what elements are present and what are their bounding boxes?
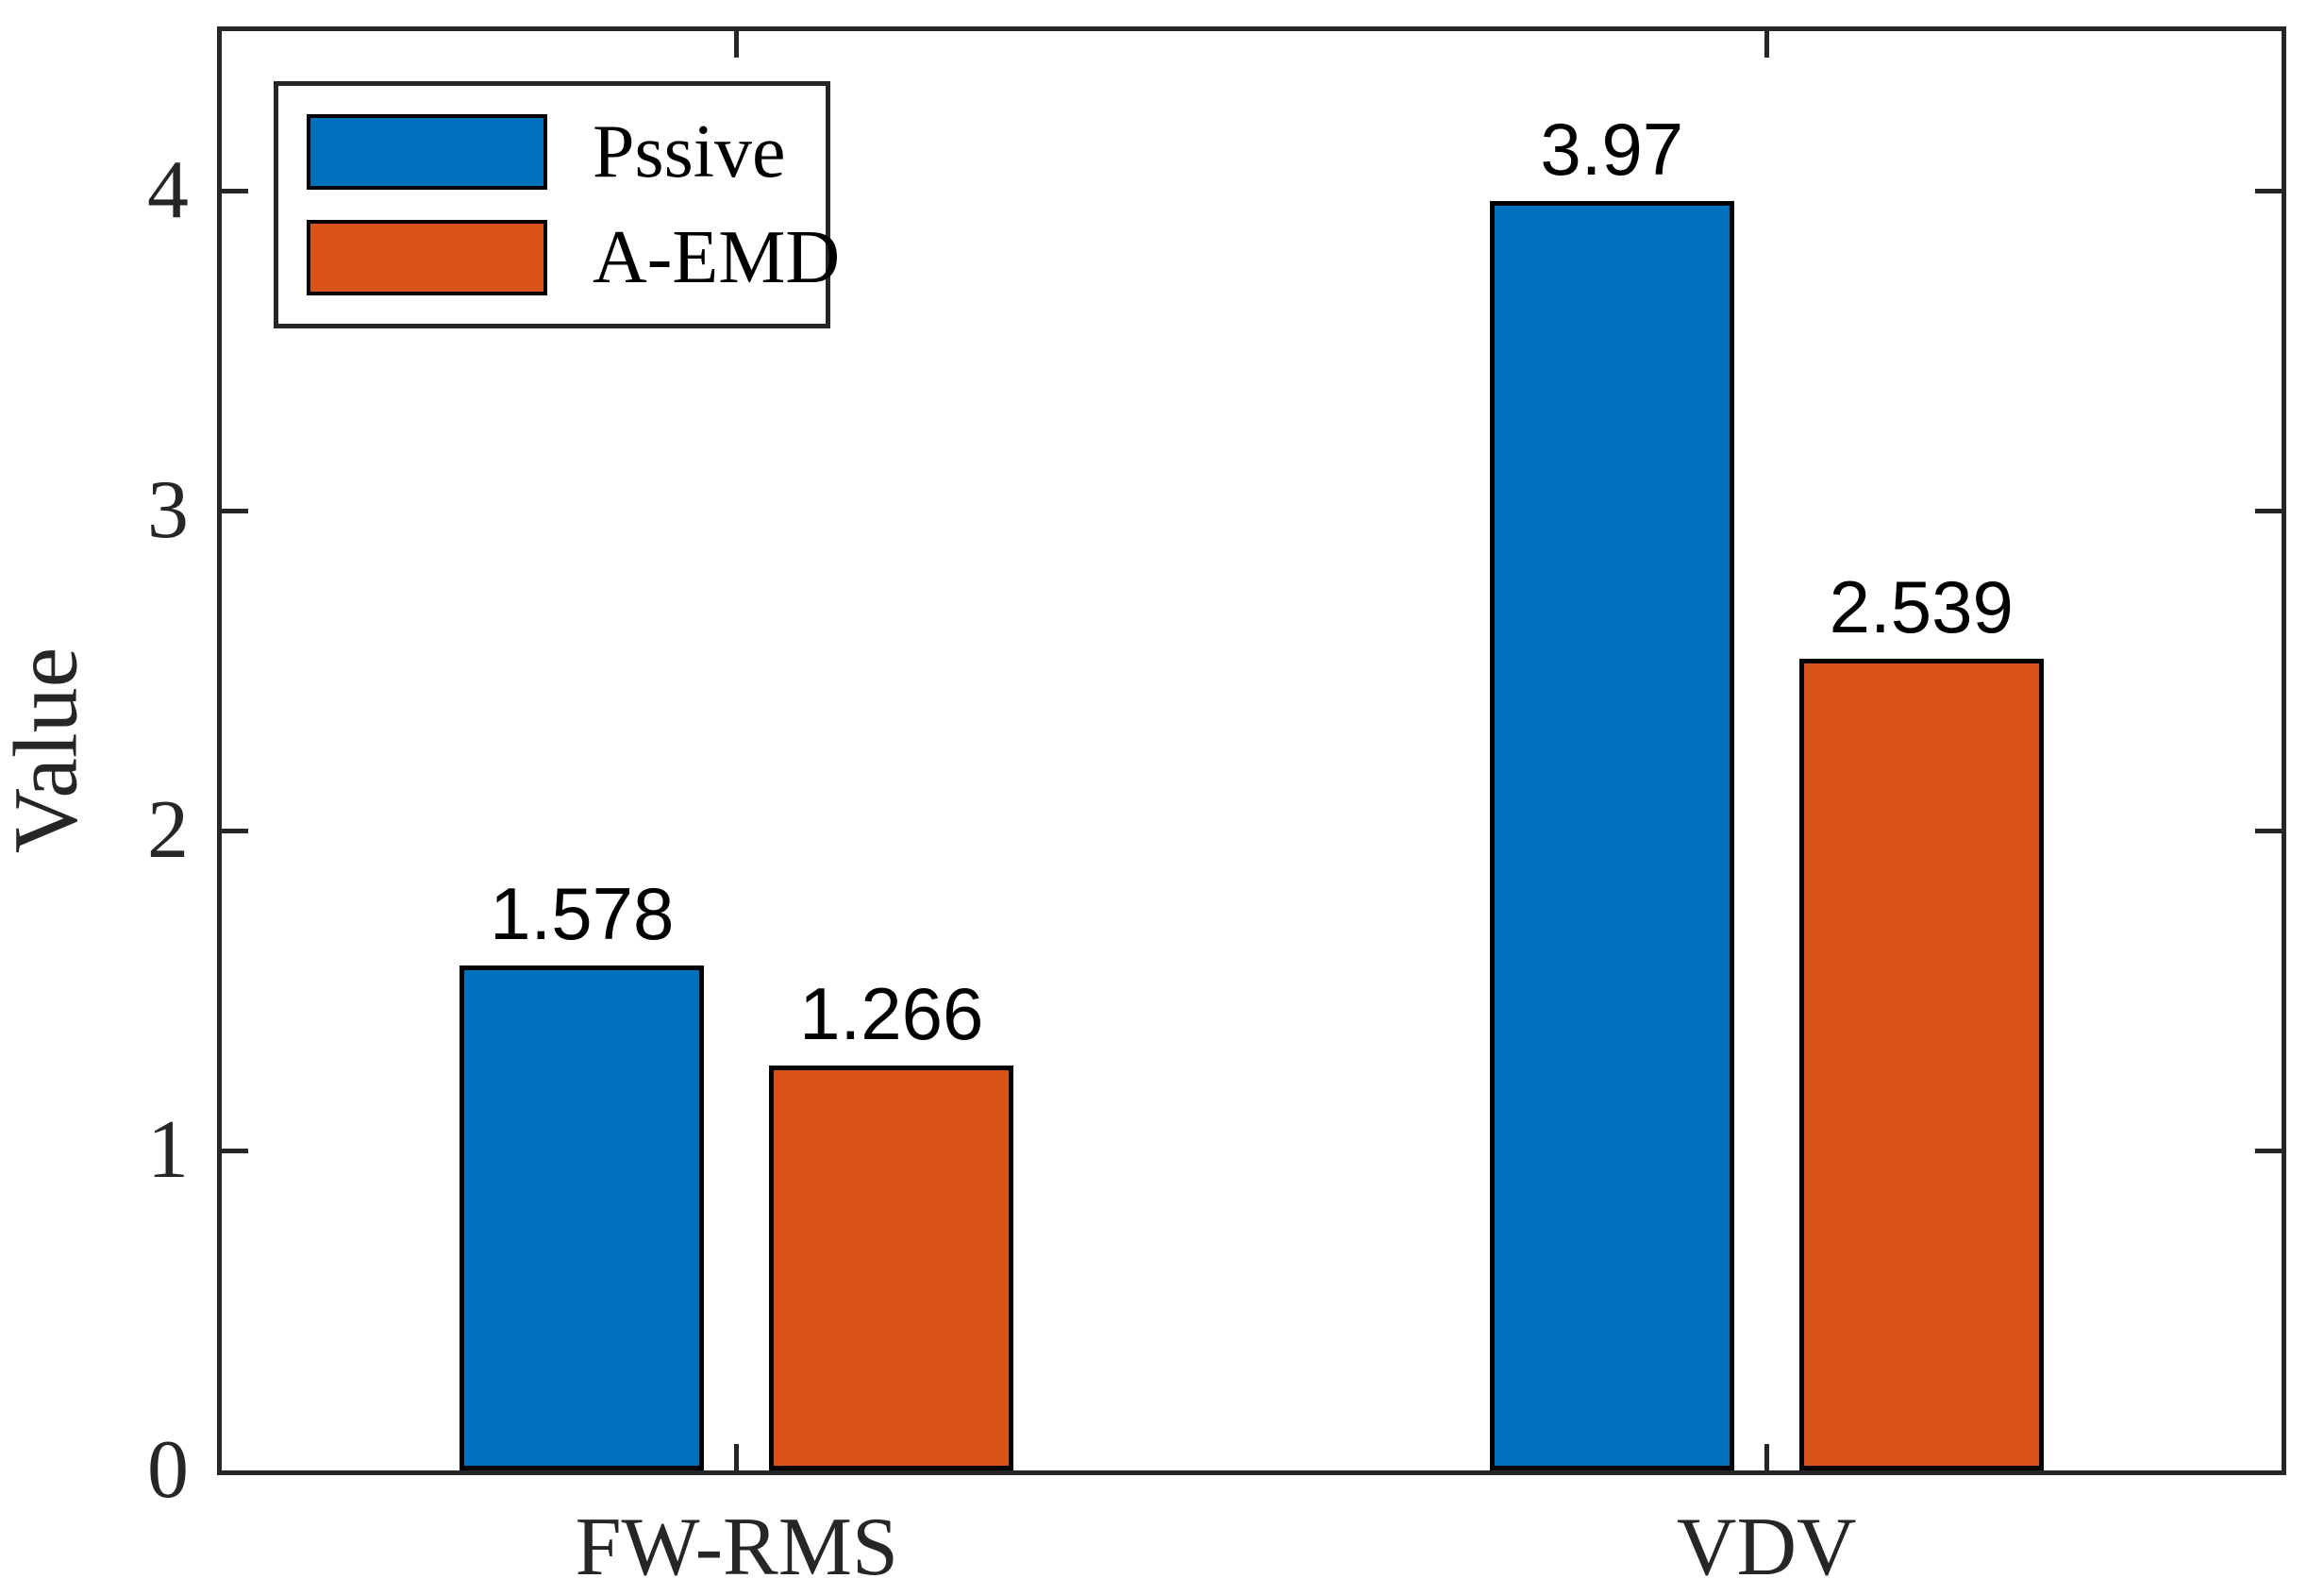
bar-vdv-pssive xyxy=(1489,200,1734,1470)
bar-value-label: 3.97 xyxy=(1540,107,1684,191)
x-tick-bottom xyxy=(734,1444,740,1470)
y-tick-label: 0 xyxy=(147,1424,189,1516)
x-tick-label: VDV xyxy=(1676,1502,1857,1593)
x-tick-top xyxy=(734,31,740,58)
x-tick-label: FW-RMS xyxy=(575,1502,898,1593)
legend-label: A-EMD xyxy=(593,216,841,299)
legend-label: Pssive xyxy=(593,110,786,193)
y-tick-label: 2 xyxy=(147,784,189,877)
x-tick-top xyxy=(1764,31,1769,58)
legend-item: A-EMD xyxy=(307,220,840,295)
y-tick-left xyxy=(222,828,248,833)
y-tick-label: 3 xyxy=(147,464,189,557)
y-tick-label: 1 xyxy=(147,1104,189,1197)
y-tick-right xyxy=(2255,828,2282,833)
y-tick-right xyxy=(2255,1148,2282,1153)
legend-swatch-a-emd xyxy=(307,220,547,295)
bar-fw-rms-pssive xyxy=(460,965,705,1470)
plot-area: 1.578 1.266 3.97 2.539 xyxy=(217,26,2286,1475)
bar-value-label: 1.578 xyxy=(490,872,675,956)
y-tick-left xyxy=(222,508,248,513)
y-tick-left xyxy=(222,1148,248,1153)
y-tick-right xyxy=(2255,188,2282,193)
y-tick-left xyxy=(222,188,248,193)
y-tick-label: 4 xyxy=(147,144,189,237)
bar-fw-rms-a-emd xyxy=(769,1065,1014,1470)
bar-value-label: 1.266 xyxy=(799,971,984,1055)
bar-vdv-a-emd xyxy=(1798,658,2044,1470)
y-tick-right xyxy=(2255,508,2282,513)
legend-swatch-pssive xyxy=(307,114,547,190)
x-tick-bottom xyxy=(1764,1444,1769,1470)
bar-value-label: 2.539 xyxy=(1829,564,2014,648)
legend-item: Pssive xyxy=(307,114,826,190)
legend: Pssive A-EMD xyxy=(274,81,840,328)
